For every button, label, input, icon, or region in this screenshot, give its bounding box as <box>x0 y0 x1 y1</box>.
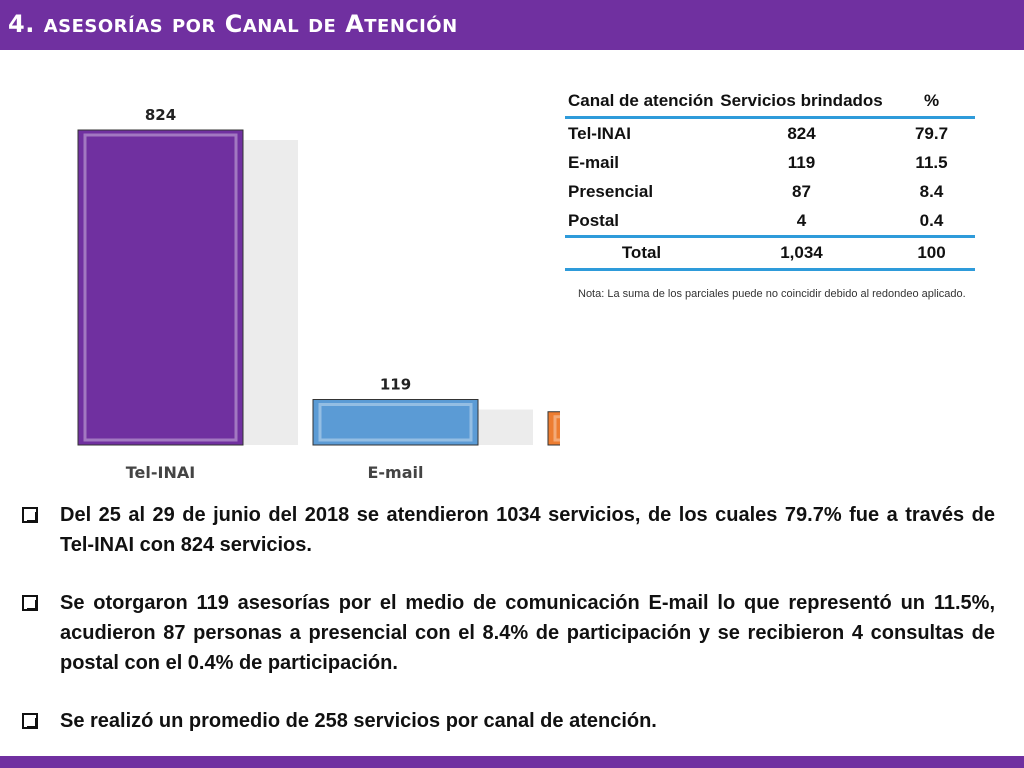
table-total-row: Total 1,034 100 <box>565 235 975 271</box>
cell-percent: 79.7 <box>914 123 949 143</box>
total-percent: 100 <box>885 235 975 271</box>
footer-bar <box>0 756 1024 768</box>
header-servicios: Servicios brindados <box>715 86 885 119</box>
checkbox-bullet-icon <box>22 507 38 523</box>
page-title: 4. asesorías por Canal de Atención <box>8 10 458 38</box>
title-bar: 4. asesorías por Canal de Atención <box>0 0 1024 50</box>
cell-servicios: 824 <box>787 123 816 143</box>
bullet-text: Se realizó un promedio de 258 servicios … <box>60 710 657 732</box>
data-label: 824 <box>145 106 176 124</box>
bullet-item: Del 25 al 29 de junio del 2018 se atendi… <box>20 500 995 560</box>
title-word: de <box>308 16 337 37</box>
cell-canal: Postal <box>568 210 620 230</box>
title-word: por <box>171 16 216 37</box>
cell-canal: Tel-INAI <box>568 123 631 143</box>
bullet-text: Del 25 al 29 de junio del 2018 se atendi… <box>60 504 995 556</box>
table-header-row: Canal de atención Servicios brindados % <box>565 86 975 119</box>
cell-percent: 8.4 <box>919 181 944 201</box>
title-text: asesorías por Canal de Atención <box>44 10 458 38</box>
bar-shadow <box>243 140 298 445</box>
title-number: 4. <box>8 10 35 38</box>
cell-canal: Presencial <box>568 181 654 201</box>
cell-percent: 11.5 <box>915 152 948 172</box>
bar-bevel <box>318 403 473 442</box>
header-canal: Canal de atención <box>565 86 715 119</box>
bar-presencial <box>547 411 560 446</box>
cell-canal: E-mail <box>568 152 620 172</box>
table-row: Tel-INAI 824 79.7 <box>565 118 975 149</box>
bar-shadow <box>478 409 533 445</box>
total-servicios: 1,034 <box>715 235 885 271</box>
table-row: Presencial 87 8.4 <box>565 177 975 206</box>
summary-table: Canal de atención Servicios brindados % … <box>565 86 975 271</box>
cell-percent: 0.4 <box>919 210 944 230</box>
title-word: Atención <box>345 10 458 38</box>
table-note: Nota: La suma de los parciales puede no … <box>578 288 966 300</box>
cell-servicios: 119 <box>787 152 816 172</box>
checkbox-bullet-icon <box>22 595 38 611</box>
header-percent: % <box>885 86 975 119</box>
category-label: E-mail <box>367 463 423 482</box>
total-label: Total <box>565 235 715 271</box>
summary-bullets: Del 25 al 29 de junio del 2018 se atendi… <box>20 500 995 764</box>
bar-tel-inai <box>77 129 244 446</box>
title-word: Canal <box>224 10 300 38</box>
bullet-item: Se realizó un promedio de 258 servicios … <box>20 706 995 736</box>
checkbox-bullet-icon <box>22 713 38 729</box>
bullet-text: Se otorgaron 119 asesorías por el medio … <box>60 592 995 674</box>
category-label: Tel-INAI <box>126 463 195 482</box>
table-row: Postal 4 0.4 <box>565 206 975 237</box>
bullet-item: Se otorgaron 119 asesorías por el medio … <box>20 588 995 678</box>
table-row: E-mail 119 11.5 <box>565 148 975 177</box>
cell-servicios: 4 <box>796 210 807 230</box>
bar-bevel <box>83 133 238 442</box>
bar-e-mail <box>312 399 479 446</box>
bar-bevel <box>553 415 560 442</box>
title-word: asesorías <box>43 16 164 37</box>
data-label: 119 <box>380 376 411 394</box>
cell-servicios: 87 <box>792 181 811 201</box>
